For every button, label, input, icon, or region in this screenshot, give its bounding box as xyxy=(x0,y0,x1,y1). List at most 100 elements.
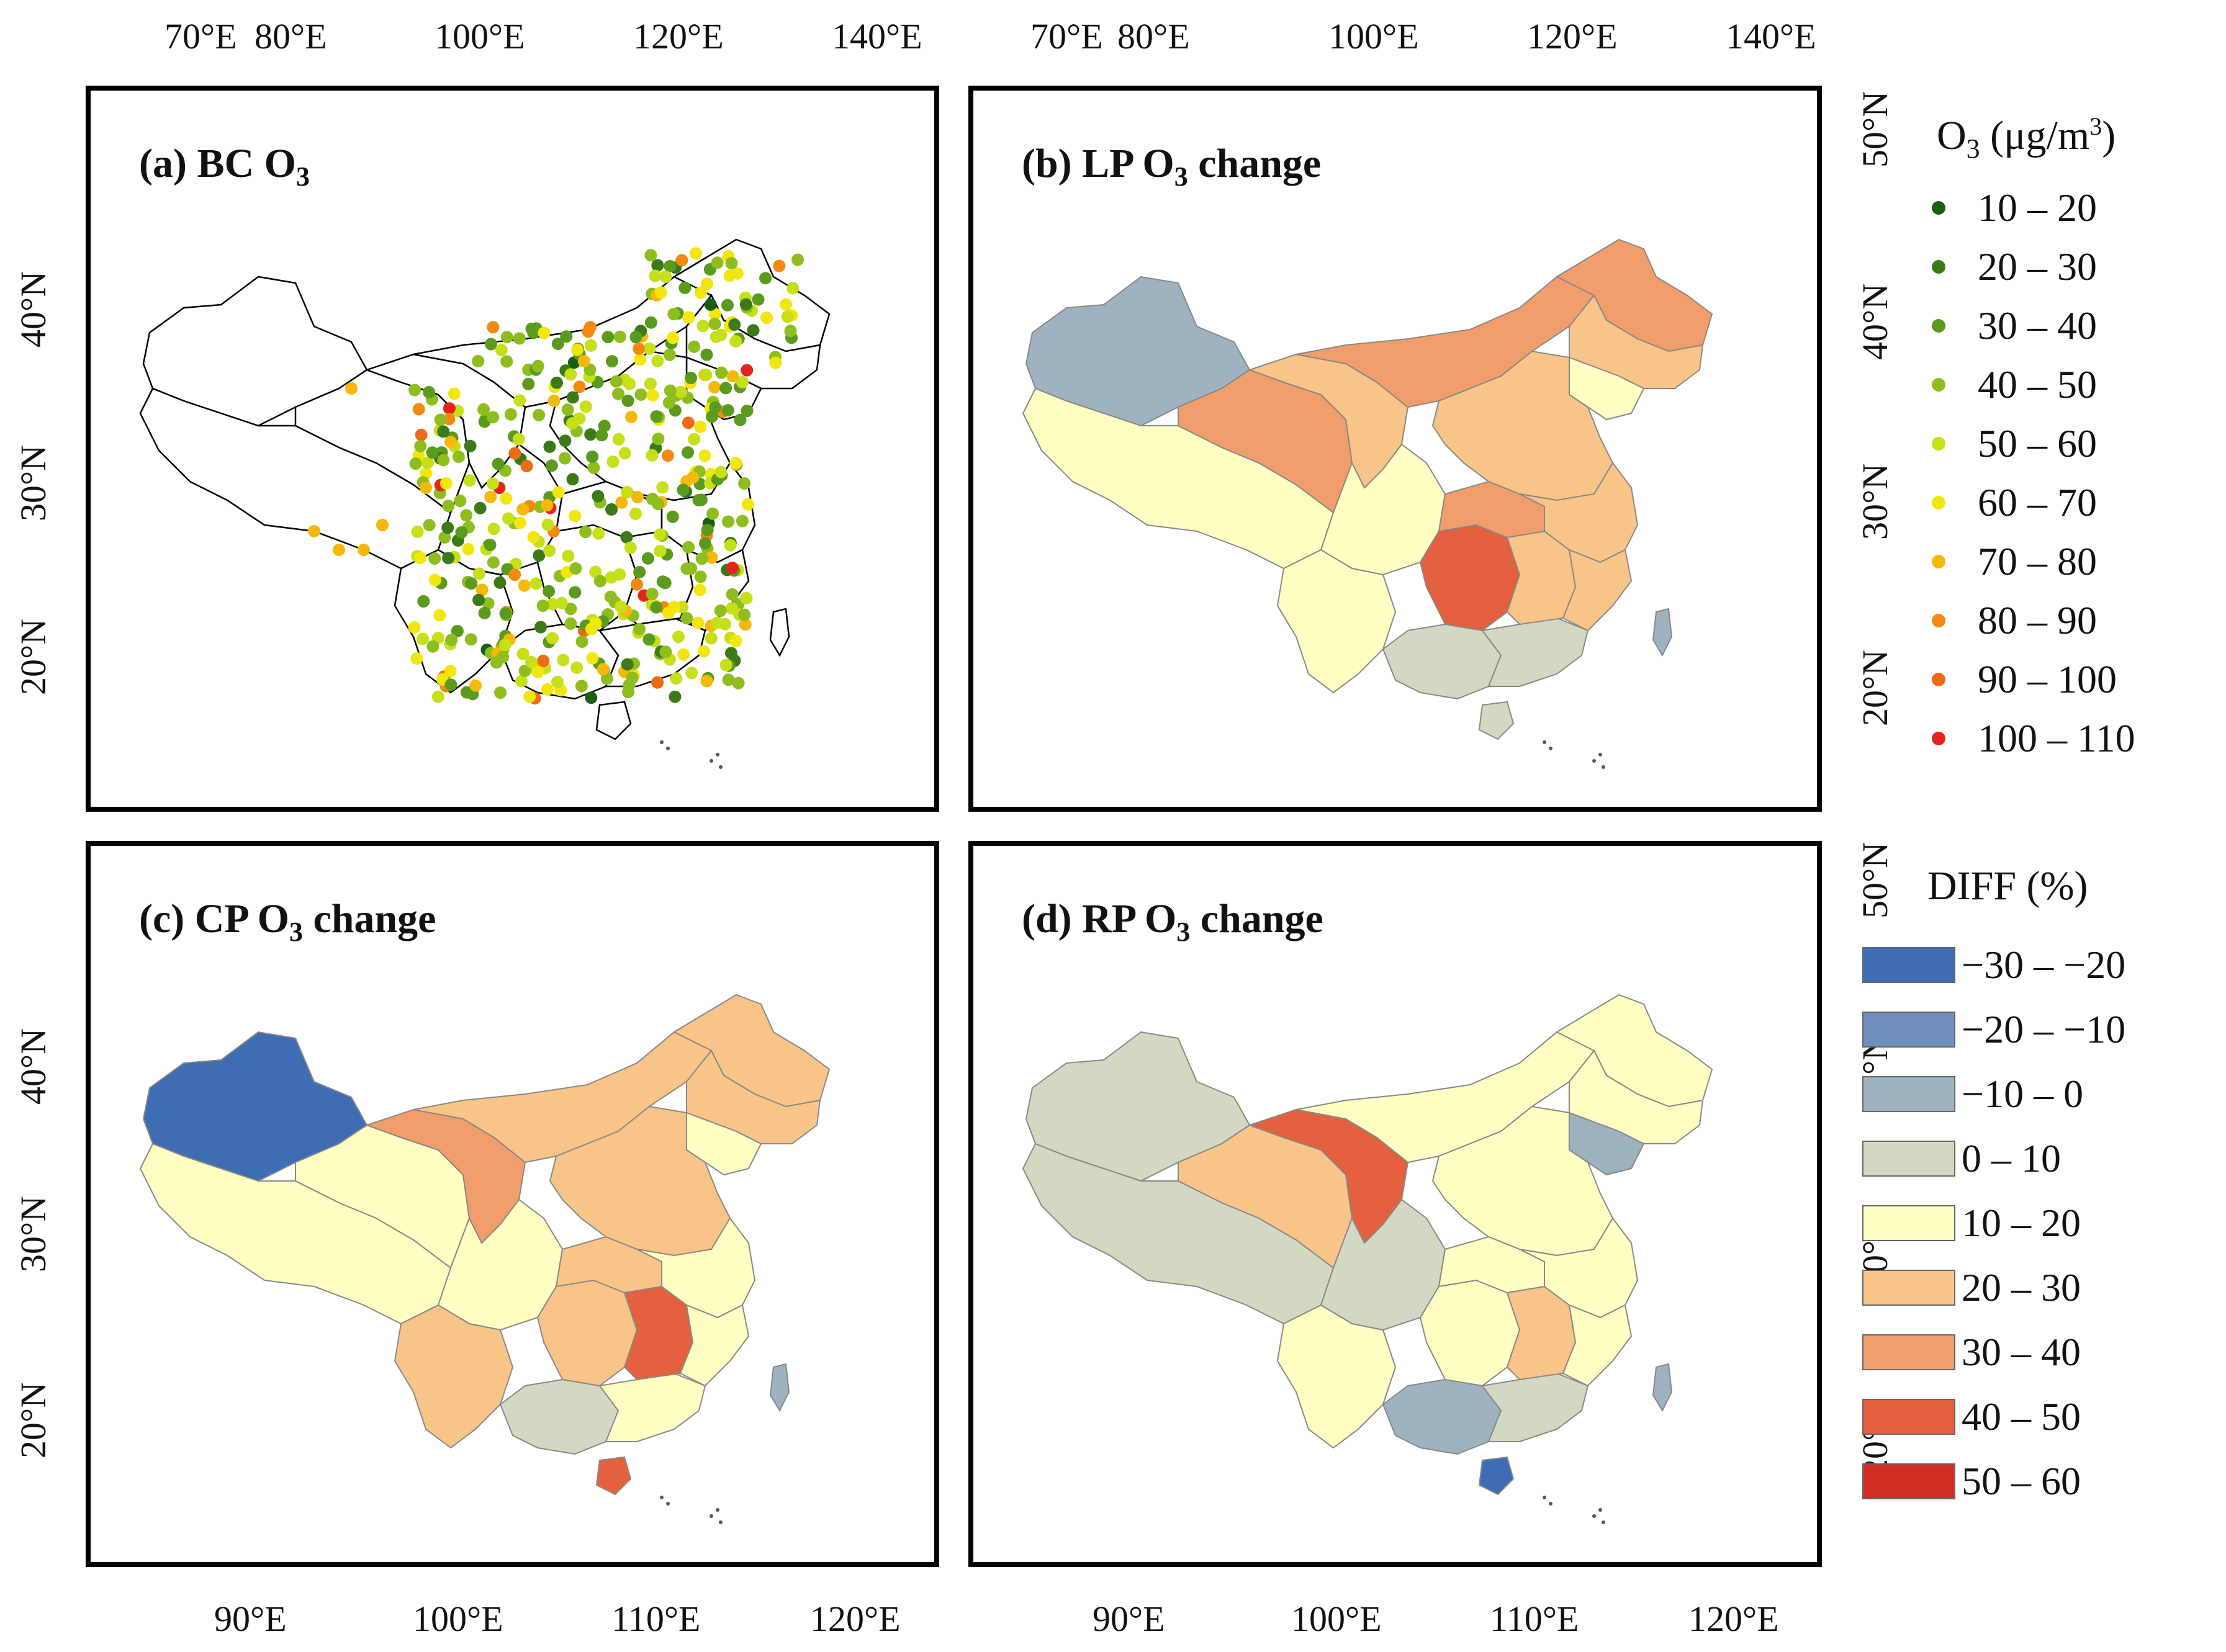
o3-legend-item: 70 – 80 xyxy=(1912,539,2097,583)
legend-swatch xyxy=(1862,1334,1955,1370)
island-mark xyxy=(1592,759,1596,763)
station-point xyxy=(694,570,707,583)
station-point xyxy=(659,645,672,658)
station-point xyxy=(531,359,544,372)
station-point xyxy=(618,447,631,460)
station-point xyxy=(620,531,633,544)
station-point xyxy=(493,576,507,589)
station-point xyxy=(726,588,739,601)
legend-swatch xyxy=(1862,947,1955,983)
station-point xyxy=(685,667,698,680)
province-guangxi xyxy=(499,1378,620,1455)
station-point xyxy=(621,486,634,498)
station-point xyxy=(687,471,700,484)
china-map xyxy=(139,994,831,1524)
station-point xyxy=(685,372,697,384)
province-hainan xyxy=(1478,1456,1515,1496)
station-point xyxy=(651,676,664,689)
station-point xyxy=(487,321,500,334)
lat-tick: 30°N xyxy=(1855,463,1895,540)
station-point xyxy=(651,259,664,272)
station-point xyxy=(515,675,528,688)
station-point xyxy=(587,461,600,474)
station-point xyxy=(543,585,556,598)
province-hainan xyxy=(1478,701,1515,740)
station-point xyxy=(502,512,515,525)
island-mark xyxy=(666,1502,670,1506)
station-point xyxy=(541,518,554,531)
station-point xyxy=(575,680,588,693)
panel-title: (a) BC O3 xyxy=(139,141,310,192)
station-point xyxy=(412,403,425,416)
station-point xyxy=(680,612,693,625)
lon-tick: 90°E xyxy=(1093,1599,1165,1639)
station-point xyxy=(738,477,751,490)
station-point xyxy=(579,400,592,413)
lon-tick: 100°E xyxy=(435,16,525,56)
station-point xyxy=(441,521,454,534)
station-point xyxy=(654,545,667,557)
station-point xyxy=(559,434,572,447)
station-point xyxy=(688,340,701,353)
station-point xyxy=(552,486,565,499)
o3-legend-item: 60 – 70 xyxy=(1912,480,2097,524)
island-mark xyxy=(1543,1496,1546,1499)
station-point xyxy=(739,618,752,631)
province-hainan xyxy=(595,701,632,740)
station-point xyxy=(569,562,582,575)
province-guangdong xyxy=(598,1372,706,1442)
lat-tick: 50°N xyxy=(1855,91,1895,168)
south-sea-islands xyxy=(1543,1496,1605,1524)
station-point xyxy=(769,356,782,369)
legend-label: 0 – 10 xyxy=(1962,1136,2061,1180)
station-point xyxy=(523,690,536,703)
station-point xyxy=(631,491,644,504)
station-point xyxy=(724,539,737,552)
lon-tick: 110°E xyxy=(611,1599,701,1639)
station-point xyxy=(700,369,713,381)
station-point xyxy=(551,376,563,389)
island-mark xyxy=(1592,1514,1596,1518)
island-mark xyxy=(1543,740,1546,744)
diff-legend-item: 30 – 40 xyxy=(1862,1330,2081,1374)
station-point xyxy=(666,510,679,523)
station-point xyxy=(573,380,586,393)
station-point xyxy=(693,583,706,596)
legend-label: 50 – 60 xyxy=(1978,421,2097,465)
station-point xyxy=(428,573,441,586)
station-point xyxy=(682,416,695,429)
station-point xyxy=(513,332,526,345)
island-mark xyxy=(1549,747,1552,750)
station-point xyxy=(409,457,422,470)
legend-swatch xyxy=(1862,1141,1955,1177)
station-point xyxy=(534,621,547,634)
map-c xyxy=(139,994,831,1524)
legend-label: 30 – 40 xyxy=(1978,303,2097,348)
station-point xyxy=(410,652,423,665)
station-point xyxy=(469,679,482,692)
station-point xyxy=(646,449,659,462)
station-point xyxy=(695,493,708,506)
legend-label: 10 – 20 xyxy=(1962,1201,2081,1245)
o3-legend-item: 50 – 60 xyxy=(1912,421,2097,465)
station-point xyxy=(557,653,570,667)
station-point xyxy=(644,377,657,390)
lat-tick: 20°N xyxy=(1855,649,1895,726)
station-point xyxy=(464,439,477,452)
diff-legend-item: 0 – 10 xyxy=(1862,1136,2061,1180)
station-point xyxy=(529,577,543,590)
station-point xyxy=(444,678,457,691)
island-mark xyxy=(719,1520,723,1524)
station-point xyxy=(714,604,727,617)
station-point xyxy=(708,380,721,393)
island-mark xyxy=(660,1496,664,1499)
station-point xyxy=(682,446,695,459)
legend-dot-icon xyxy=(1932,437,1945,451)
station-point xyxy=(682,311,695,324)
station-point xyxy=(729,634,742,647)
station-point xyxy=(589,617,602,630)
lon-tick: 120°E xyxy=(1688,1599,1779,1639)
station-point xyxy=(533,408,546,421)
station-point xyxy=(606,456,620,468)
legend-label: 20 – 30 xyxy=(1978,245,2097,289)
